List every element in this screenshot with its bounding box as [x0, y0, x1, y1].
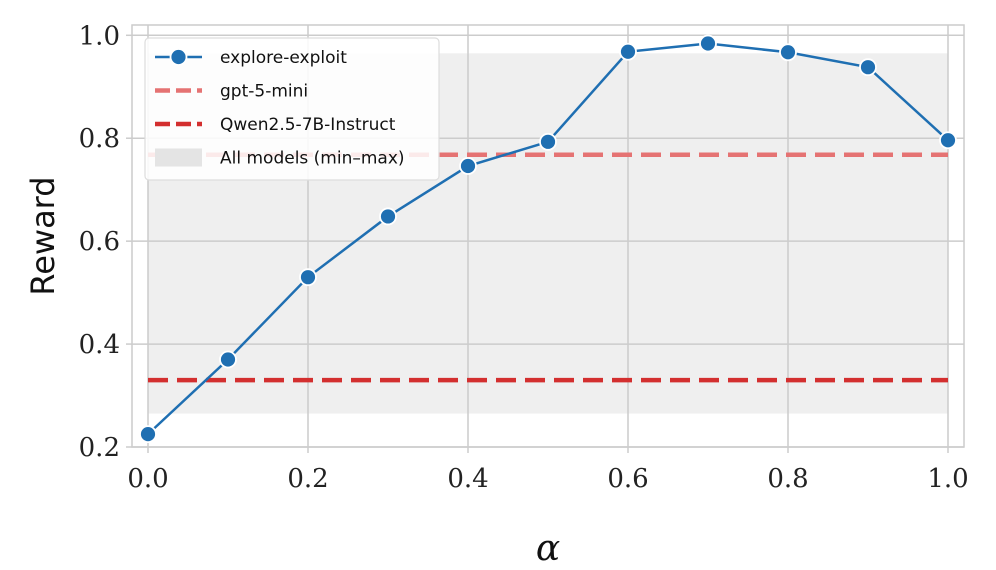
- y-tick-label: 0.4: [79, 330, 120, 360]
- data-point: [139, 425, 157, 444]
- x-tick-label: 0.8: [767, 464, 808, 494]
- legend-label: All models (min–max): [220, 149, 405, 169]
- legend: explore-exploit gpt-5-mini Qwen2.5-7B-Inst…: [144, 37, 440, 181]
- plot-frame: [131, 24, 965, 448]
- data-point: [939, 131, 957, 150]
- data-point: [699, 34, 717, 53]
- data-point: [219, 350, 237, 369]
- legend-label: gpt-5-mini: [220, 82, 308, 102]
- data-point: [379, 207, 397, 226]
- y-tick-label: 0.6: [79, 227, 120, 257]
- x-tick-label: 0.6: [607, 464, 648, 494]
- legend-swatch-marker: [169, 48, 188, 66]
- data-point: [859, 58, 877, 77]
- legend-frame: [144, 37, 440, 181]
- data-point: [619, 42, 637, 61]
- data-point: [539, 132, 557, 151]
- data-point: [779, 43, 797, 62]
- y-tick-label: 0.8: [79, 124, 120, 154]
- y-tick-label: 1.0: [79, 21, 120, 51]
- data-point: [459, 157, 477, 175]
- tick-layer: 0.0 0.2 0.4 0.6 0.8 1.00.20.40.60.81.0: [79, 21, 969, 494]
- legend-label: Qwen2.5-7B-Instruct: [220, 115, 396, 135]
- x-tick-label: 0.2: [287, 464, 328, 494]
- legend-label: explore-exploit: [220, 48, 347, 68]
- x-tick-label: 1.0: [927, 464, 968, 494]
- x-tick-label: 0.4: [447, 464, 488, 494]
- data-point: [299, 268, 317, 287]
- y-tick-label: 0.2: [79, 433, 120, 463]
- x-axis-title: α: [536, 528, 560, 569]
- legend-swatch-band: [155, 148, 202, 167]
- x-tick-label: 0.0: [127, 464, 168, 494]
- y-axis-title: Reward: [24, 176, 62, 295]
